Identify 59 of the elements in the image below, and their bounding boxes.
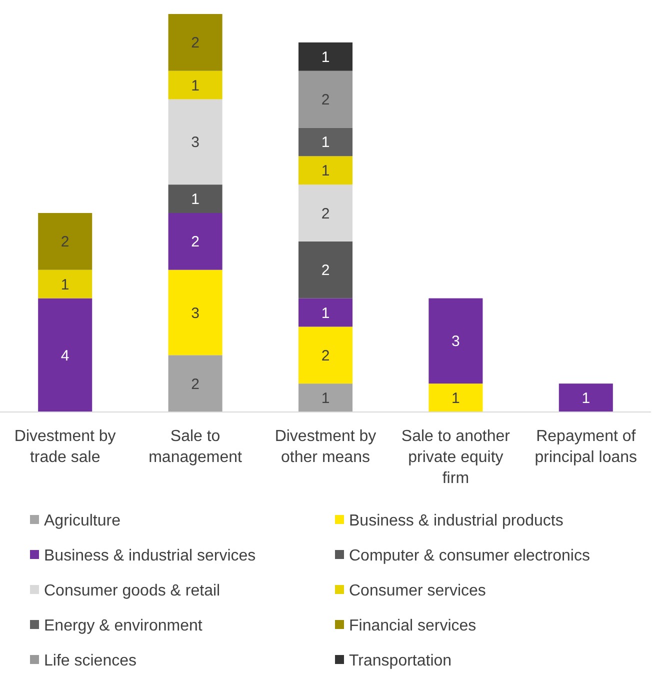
bar <box>298 42 353 71</box>
bar <box>168 270 222 356</box>
bar <box>168 184 222 213</box>
bar <box>298 298 353 327</box>
data-label: 2 <box>321 262 330 280</box>
legend-label: Life sciences <box>44 652 136 670</box>
data-label: 1 <box>582 390 590 408</box>
bar <box>168 70 222 100</box>
bar <box>298 326 353 384</box>
x-tick-label: Divestment by trade sale <box>14 428 116 466</box>
bar <box>298 128 353 156</box>
bar <box>558 384 613 412</box>
data-label: 2 <box>191 34 200 52</box>
legend-label: Consumer services <box>349 582 486 600</box>
legend-label: Transportation <box>349 652 452 670</box>
bar <box>298 156 353 185</box>
data-label: 1 <box>321 390 330 408</box>
legend-label: Agriculture <box>44 512 121 530</box>
bar <box>298 70 353 128</box>
data-label: 1 <box>321 134 330 152</box>
legend-label: Computer & consumer electronics <box>349 548 590 565</box>
bar <box>38 213 92 270</box>
bar <box>168 355 222 412</box>
bar <box>168 99 222 185</box>
data-label: 1 <box>191 191 200 208</box>
data-label: 1 <box>191 77 200 94</box>
data-label: 1 <box>452 390 460 408</box>
x-tick-label: Sale to another private equity firm <box>401 428 511 487</box>
data-label: 2 <box>321 205 330 222</box>
data-label: 4 <box>60 347 70 364</box>
bar <box>38 270 92 298</box>
data-label: 3 <box>452 333 460 350</box>
legend-label: Business & industrial products <box>349 512 564 530</box>
bar <box>298 184 353 242</box>
legend-label: Energy & environment <box>44 618 203 635</box>
data-label: 2 <box>191 376 200 393</box>
x-tick-label: Repayment of principal loans <box>534 428 638 466</box>
data-label: 1 <box>321 48 330 66</box>
legend-label: Business & industrial services <box>44 548 256 565</box>
bar <box>298 384 353 412</box>
data-label: 2 <box>321 347 330 364</box>
data-label: 1 <box>60 276 70 294</box>
bar <box>428 298 483 384</box>
bar <box>168 14 222 71</box>
data-label: 2 <box>191 234 200 251</box>
bar <box>168 213 222 270</box>
data-label: 2 <box>321 92 330 109</box>
x-tick-label: Sale to management <box>148 428 243 466</box>
bar <box>428 384 483 412</box>
data-label: 1 <box>321 162 330 180</box>
data-label: 3 <box>191 134 200 152</box>
legend-label: Consumer goods & retail <box>44 582 220 600</box>
data-label: 3 <box>191 304 200 322</box>
bar <box>38 298 92 412</box>
x-tick-label: Divestment by other means <box>274 428 376 466</box>
data-label: 2 <box>60 234 70 251</box>
bar <box>298 241 353 298</box>
data-label: 1 <box>321 304 330 322</box>
legend-label: Financial services <box>349 618 476 635</box>
